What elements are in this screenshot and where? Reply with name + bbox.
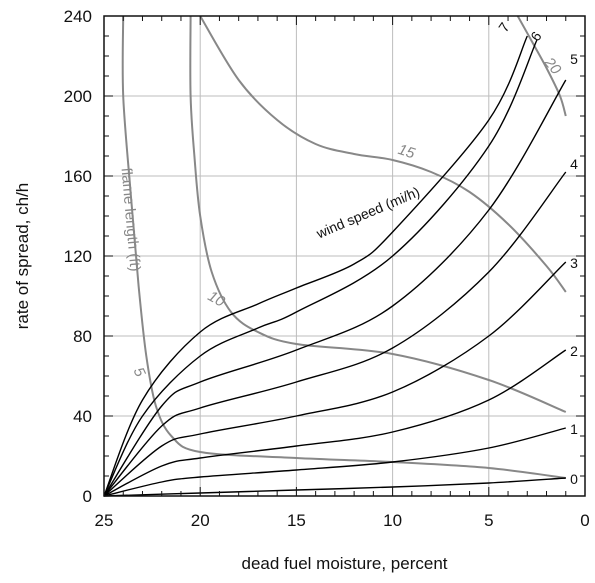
x-tick-label: 5 (484, 511, 493, 530)
flame-length-line-20 (516, 15, 567, 117)
wind-speed-line-7 (103, 35, 528, 497)
wind-speed-line-4 (103, 171, 567, 497)
x-tick-label: 15 (287, 511, 306, 530)
wind-speed-annotation: wind speed (mi/h) (313, 183, 422, 241)
flame-length-line-15 (199, 15, 567, 293)
x-tick-label: 20 (191, 511, 210, 530)
wind-speed-label-7: 7 (495, 19, 513, 35)
flame-length-line-5 (121, 15, 566, 479)
flame-length-label-20: 20 (540, 53, 565, 78)
wind-speed-line-3 (103, 261, 567, 497)
flame-length-label-10: 10 (205, 288, 229, 311)
y-tick-label: 200 (64, 87, 92, 106)
y-axis-label: rate of spread, ch/h (13, 183, 32, 329)
wind-speed-line-1 (103, 427, 566, 497)
wind-speed-line-0 (103, 477, 566, 497)
wind-speed-label-0: 0 (570, 471, 578, 487)
wind-speed-label-2: 2 (570, 343, 578, 359)
wind-speed-label-6: 6 (527, 28, 545, 44)
wind-speed-line-5 (103, 79, 567, 497)
wind-speed-line-2 (103, 349, 567, 497)
x-tick-label: 0 (580, 511, 589, 530)
y-tick-label: 160 (64, 167, 92, 186)
x-tick-label: 25 (95, 511, 114, 530)
plot-frame (103, 15, 586, 497)
wind-speed-label-5: 5 (570, 51, 578, 67)
y-tick-label: 120 (64, 247, 92, 266)
flame-length-lines (121, 15, 567, 479)
wind-speed-label-3: 3 (570, 255, 578, 271)
wind-speed-line-6 (103, 39, 538, 497)
x-axis-label: dead fuel moisture, percent (241, 554, 447, 573)
wind-speed-label-4: 4 (570, 156, 578, 172)
wind-speed-label-1: 1 (570, 421, 578, 437)
y-tick-label: 40 (73, 407, 92, 426)
grid (103, 15, 586, 497)
y-tick-label: 0 (83, 487, 92, 506)
y-tick-label: 80 (73, 327, 92, 346)
y-tick-label: 240 (64, 7, 92, 26)
flame-length-label-5: 5 (130, 365, 149, 380)
x-tick-label: 10 (383, 511, 402, 530)
wind-speed-lines (103, 35, 567, 497)
flame-length-label-15: 15 (396, 141, 418, 163)
